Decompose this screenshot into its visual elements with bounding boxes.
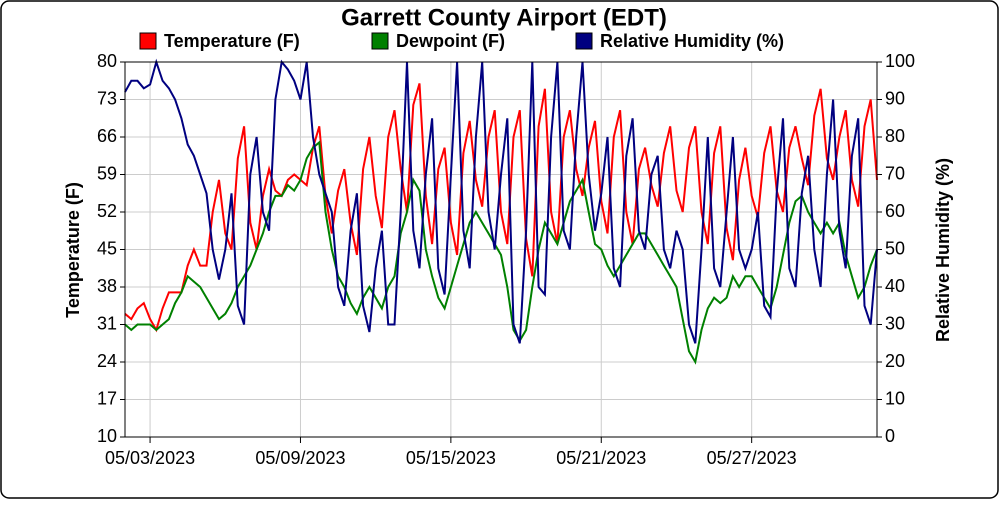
y-tick-label: 38 (97, 276, 117, 296)
y-tick-label: 80 (97, 51, 117, 71)
y2-tick-label: 90 (885, 88, 905, 108)
x-tick-label: 05/09/2023 (255, 448, 345, 468)
y2-tick-label: 20 (885, 351, 905, 371)
y2-tick-label: 10 (885, 388, 905, 408)
y2-tick-label: 50 (885, 238, 905, 258)
y2-tick-label: 100 (885, 51, 915, 71)
legend-swatch (371, 32, 389, 50)
legend-label: Relative Humidity (%) (600, 31, 784, 51)
y2-tick-label: 40 (885, 276, 905, 296)
y2-tick-label: 70 (885, 163, 905, 183)
y-axis-label: Temperature (F) (63, 182, 83, 318)
series-line (124, 140, 878, 365)
legend-swatch (139, 32, 157, 50)
y-tick-label: 31 (97, 313, 117, 333)
chart-title: Garrett County Airport (EDT) (341, 4, 667, 31)
y-tick-label: 73 (97, 88, 117, 108)
legend-label: Temperature (F) (164, 31, 300, 51)
y-tick-label: 10 (97, 426, 117, 446)
legend-label: Dewpoint (F) (396, 31, 505, 51)
y-tick-label: 66 (97, 126, 117, 146)
y-tick-label: 24 (97, 351, 117, 371)
legend-swatch (575, 32, 593, 50)
series-line (124, 83, 878, 333)
x-tick-label: 05/21/2023 (556, 448, 646, 468)
y2-tick-label: 30 (885, 313, 905, 333)
x-tick-label: 05/03/2023 (105, 448, 195, 468)
y-tick-label: 59 (97, 163, 117, 183)
y-tick-label: 45 (97, 238, 117, 258)
y-tick-label: 17 (97, 388, 117, 408)
y2-axis-label: Relative Humidity (%) (933, 158, 953, 342)
x-tick-label: 05/15/2023 (406, 448, 496, 468)
x-tick-label: 05/27/2023 (707, 448, 797, 468)
y2-tick-label: 60 (885, 201, 905, 221)
plot-border (124, 61, 878, 438)
series-line (124, 58, 878, 344)
y2-tick-label: 0 (885, 426, 895, 446)
y-tick-label: 52 (97, 201, 117, 221)
y2-tick-label: 80 (885, 126, 905, 146)
